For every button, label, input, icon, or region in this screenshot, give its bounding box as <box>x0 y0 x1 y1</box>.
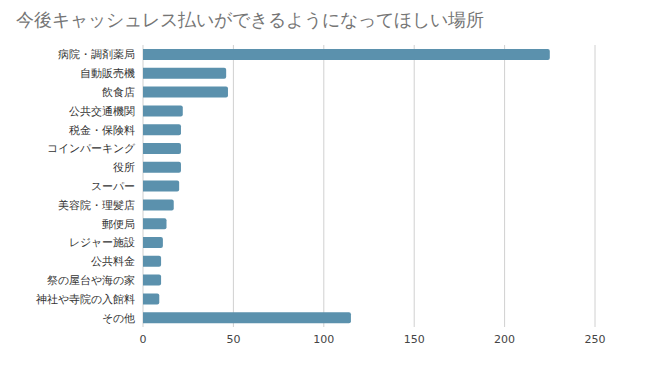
svg-text:郵便局: 郵便局 <box>102 218 135 231</box>
svg-text:50: 50 <box>226 333 240 346</box>
svg-text:自動販売機: 自動販売機 <box>80 67 135 80</box>
svg-text:250: 250 <box>585 333 606 346</box>
svg-text:神社や寺院の入館料: 神社や寺院の入館料 <box>36 293 135 306</box>
svg-text:飲食店: 飲食店 <box>102 86 135 99</box>
svg-text:200: 200 <box>494 333 515 346</box>
svg-text:レジャー施設: レジャー施設 <box>69 236 135 249</box>
svg-text:公共交通機関: 公共交通機関 <box>69 105 135 118</box>
svg-text:公共料金: 公共料金 <box>91 255 135 268</box>
svg-text:祭の屋台や海の家: 祭の屋台や海の家 <box>47 274 135 287</box>
svg-text:その他: その他 <box>102 312 135 325</box>
html-text:今後キャッシュレス払いができるようになってほしい場所: 今後キャッシュレス払いができるようになってほしい場所 <box>16 9 484 30</box>
svg-text:役所: 役所 <box>113 161 135 174</box>
svg-text:美容院・理髪店: 美容院・理髪店 <box>58 199 135 212</box>
svg-text:スーパー: スーパー <box>91 180 135 193</box>
svg-text:病院・調剤薬局: 病院・調剤薬局 <box>58 48 135 61</box>
svg-text:100: 100 <box>313 333 334 346</box>
svg-text:150: 150 <box>404 333 425 346</box>
svg-text:税金・保険料: 税金・保険料 <box>69 124 135 137</box>
svg-text:コインパーキング: コインパーキング <box>47 142 136 155</box>
svg-text:0: 0 <box>140 333 147 346</box>
